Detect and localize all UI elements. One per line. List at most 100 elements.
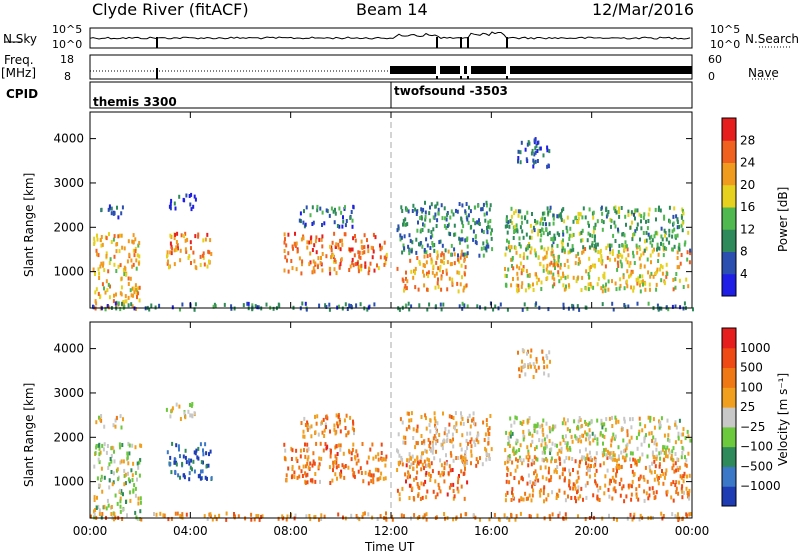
velocity-cell — [308, 514, 311, 518]
power-cell — [593, 264, 596, 269]
velocity-cell — [615, 418, 618, 423]
power-cell — [189, 240, 192, 245]
velocity-cell — [170, 516, 173, 521]
power-cell — [407, 244, 410, 249]
power-cell — [558, 254, 560, 259]
velocity-cell — [175, 443, 178, 448]
velocity-cell — [385, 511, 387, 516]
date-label: 12/Mar/2016 — [592, 0, 695, 19]
velocity-cell — [527, 419, 530, 423]
power-cell — [108, 232, 110, 237]
velocity-cell — [304, 442, 306, 447]
power-colorbar-segment — [722, 140, 736, 163]
velocity-panel-ylabel: Slant Range [km] — [22, 382, 36, 487]
velocity-cell — [179, 417, 182, 421]
power-cell — [190, 261, 192, 265]
velocity-cell — [382, 476, 385, 481]
power-cell — [640, 279, 643, 284]
power-cell — [623, 247, 626, 252]
power-cell — [622, 275, 625, 280]
freq-unit: [MHz] — [1, 66, 37, 80]
velocity-cell — [585, 495, 588, 500]
power-cell — [339, 247, 342, 252]
power-cell — [438, 240, 441, 245]
power-cell — [499, 302, 502, 307]
velocity-cell — [658, 464, 661, 469]
velocity-cell — [511, 460, 514, 465]
velocity-cell — [139, 458, 142, 463]
velocity-cell — [108, 478, 111, 483]
power-cell — [199, 254, 202, 259]
power-colorbar-tick: 16 — [740, 200, 755, 214]
velocity-cell — [449, 483, 452, 488]
velocity-cell — [433, 434, 436, 438]
velocity-cell — [620, 477, 623, 482]
power-cell — [108, 261, 111, 265]
power-cell — [530, 151, 533, 156]
power-cell — [602, 284, 605, 289]
power-cell — [512, 266, 515, 271]
power-cell — [537, 232, 540, 237]
power-cell — [197, 232, 200, 237]
velocity-cell — [404, 472, 407, 477]
velocity-cell — [126, 513, 128, 518]
power-colorbar-segment — [722, 207, 736, 230]
velocity-cell — [412, 461, 415, 465]
power-cell — [127, 303, 130, 308]
velocity-cell — [662, 472, 665, 477]
velocity-cell — [638, 429, 641, 434]
power-cell — [504, 273, 507, 278]
power-cell — [636, 250, 639, 255]
power-cell — [434, 304, 437, 309]
velocity-cell — [599, 431, 602, 436]
velocity-cell — [401, 486, 404, 491]
velocity-cell — [570, 434, 573, 439]
power-cell — [566, 229, 569, 234]
power-cell — [436, 201, 439, 206]
power-cell — [331, 240, 334, 245]
velocity-cell — [396, 468, 399, 472]
velocity-cell — [309, 517, 312, 522]
velocity-cell — [391, 517, 394, 522]
power-cell — [368, 266, 371, 271]
velocity-cell — [687, 451, 690, 456]
velocity-cell — [100, 466, 103, 471]
velocity-cell — [558, 457, 561, 462]
power-cell — [504, 267, 506, 271]
velocity-cell — [304, 481, 307, 485]
velocity-cell — [184, 448, 187, 453]
velocity-cell — [686, 429, 689, 434]
power-cell — [309, 260, 312, 265]
power-cell — [97, 291, 100, 296]
velocity-cell — [572, 486, 575, 491]
velocity-cell — [550, 459, 553, 464]
velocity-cell — [628, 439, 631, 444]
velocity-cell — [320, 456, 323, 461]
velocity-cell — [524, 491, 527, 496]
velocity-cell — [529, 431, 531, 436]
velocity-cell — [406, 475, 409, 480]
power-cell — [96, 233, 98, 238]
velocity-cell — [462, 472, 465, 476]
power-cell — [591, 243, 594, 248]
velocity-cell — [681, 489, 684, 494]
power-cell — [515, 250, 518, 255]
power-cell — [367, 271, 370, 276]
power-cell — [311, 205, 314, 210]
velocity-cell — [545, 497, 548, 502]
power-cell — [449, 232, 452, 237]
power-cell — [463, 272, 466, 277]
power-cell — [364, 261, 367, 266]
velocity-cell — [398, 497, 401, 502]
power-cell — [460, 229, 463, 234]
power-cell — [385, 252, 388, 257]
power-cell — [110, 211, 113, 216]
power-cell — [534, 272, 537, 277]
power-cell — [360, 245, 363, 249]
power-cell — [407, 209, 410, 214]
velocity-cell — [179, 454, 181, 459]
velocity-cell — [341, 463, 344, 468]
x-tick-label: 08:00 — [273, 524, 308, 538]
velocity-cell — [404, 435, 407, 440]
power-cell — [446, 224, 449, 228]
